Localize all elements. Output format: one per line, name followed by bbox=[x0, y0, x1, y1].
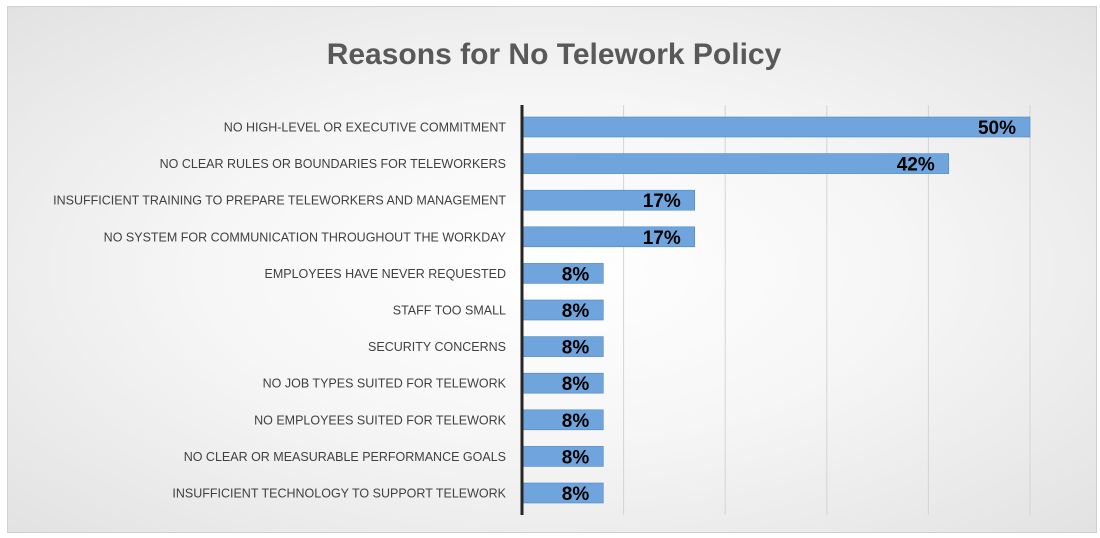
data-label: 50% bbox=[978, 118, 1016, 139]
category-label: NO SYSTEM FOR COMMUNICATION THROUGHOUT T… bbox=[104, 230, 507, 244]
bars: 50% 42% 17% 17% 8% 8% 8% 8% 8% 8% 8% bbox=[521, 116, 1031, 505]
data-label: 8% bbox=[562, 484, 590, 505]
category-label: NO CLEAR OR MEASURABLE PERFORMANCE GOALS bbox=[184, 450, 506, 464]
bar-chart: Reasons for No Telework Policy 50% 42% 17%… bbox=[53, 38, 1031, 515]
data-label: 8% bbox=[562, 338, 590, 359]
data-label: 8% bbox=[562, 264, 590, 285]
data-label: 8% bbox=[562, 374, 590, 395]
category-label: NO CLEAR RULES OR BOUNDARIES FOR TELEWOR… bbox=[160, 157, 506, 171]
category-label: NO JOB TYPES SUITED FOR TELEWORK bbox=[263, 377, 507, 391]
category-label: NO HIGH-LEVEL OR EXECUTIVE COMMITMENT bbox=[224, 121, 507, 135]
data-label: 8% bbox=[562, 301, 590, 322]
bar bbox=[521, 153, 950, 174]
category-label: INSUFFICIENT TRAINING TO PREPARE TELEWOR… bbox=[53, 194, 506, 208]
category-label: INSUFFICIENT TECHNOLOGY TO SUPPORT TELEW… bbox=[172, 487, 506, 501]
data-label: 17% bbox=[643, 191, 681, 212]
data-label: 42% bbox=[897, 155, 935, 176]
category-label: NO EMPLOYEES SUITED FOR TELEWORK bbox=[254, 413, 507, 427]
data-label: 8% bbox=[562, 411, 590, 432]
category-label: SECURITY CONCERNS bbox=[368, 340, 506, 354]
chart-frame: Reasons for No Telework Policy 50% 42% 17%… bbox=[7, 6, 1097, 533]
bar bbox=[521, 116, 1031, 138]
chart-title: Reasons for No Telework Policy bbox=[327, 38, 782, 71]
data-label: 17% bbox=[643, 228, 681, 249]
data-label: 8% bbox=[562, 447, 590, 468]
category-label: STAFF TOO SMALL bbox=[393, 304, 506, 318]
category-label: EMPLOYEES HAVE NEVER REQUESTED bbox=[265, 267, 507, 281]
category-labels: NO HIGH-LEVEL OR EXECUTIVE COMMITMENT NO … bbox=[53, 121, 507, 501]
